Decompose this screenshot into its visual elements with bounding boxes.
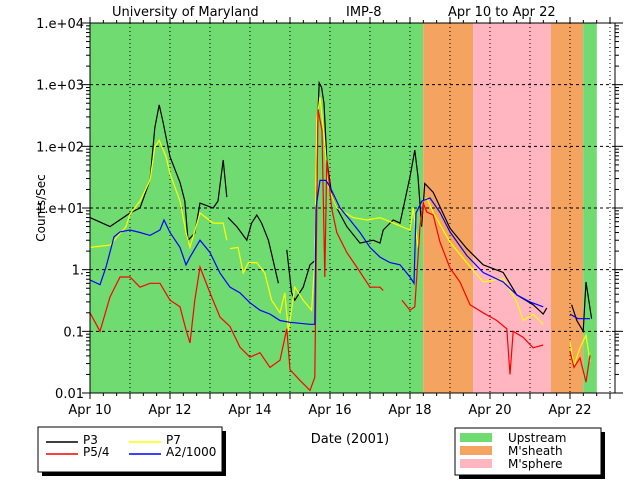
series-line-p7 (569, 333, 591, 366)
y-tick-label: 1.e+03 (36, 79, 84, 94)
series-line-a21000 (89, 179, 544, 325)
legend-swatch (460, 459, 492, 468)
series-lines (89, 80, 593, 392)
title-spacecraft: IMP-8 (346, 5, 382, 20)
legend-label: M'sheath (508, 444, 563, 458)
x-tick-label: Apr 12 (148, 403, 191, 418)
legend-label: P3 (83, 433, 98, 447)
legend-label: A2/1000 (166, 445, 216, 459)
series-line-p7 (229, 96, 544, 332)
legend-label: P5/4 (83, 445, 110, 459)
series-legend: P3 P7 P5/4 A2/1000 (37, 426, 226, 476)
y-tick-label: 0.01 (55, 387, 84, 402)
legend-label: P7 (166, 433, 181, 447)
grid-lines (90, 23, 615, 393)
y-axis-label: Counts/Sec (34, 174, 48, 242)
y-tick-label: 0.1 (63, 325, 84, 340)
x-axis-label: Date (2001) (311, 432, 389, 447)
x-tick-label: Apr 18 (388, 403, 431, 418)
y-tick-label: 1.e+01 (36, 202, 84, 217)
series-line-p3 (89, 104, 228, 242)
series-line-p7 (89, 139, 228, 250)
title-date-range: Apr 10 to Apr 22 (448, 5, 556, 20)
series-line-p54 (89, 109, 384, 392)
series-line-p54 (569, 351, 591, 383)
x-tick-label: Apr 22 (548, 403, 591, 418)
legend-label: Upstream (508, 431, 566, 445)
x-tick-label: Apr 14 (228, 403, 271, 418)
y-tick-label: 1. (72, 264, 84, 279)
series-line-a21000 (569, 313, 590, 320)
title-institution: University of Maryland (112, 5, 259, 20)
legend-swatch (460, 433, 492, 442)
series-line-p3 (227, 213, 279, 284)
x-tick-label: Apr 16 (308, 403, 351, 418)
x-tick-label: Apr 20 (468, 403, 511, 418)
axes: Apr 10 Apr 12 Apr 14 Apr 16 Apr 18 Apr 20 Apr … (36, 17, 623, 418)
legend-label: M'sphere (508, 457, 563, 471)
legend-swatch (460, 446, 492, 455)
y-tick-label: 1.e+04 (36, 17, 84, 32)
series-line-p54 (401, 200, 544, 375)
x-tick-label: Apr 10 (68, 403, 111, 418)
y-tick-label: 1.e+02 (36, 140, 84, 155)
